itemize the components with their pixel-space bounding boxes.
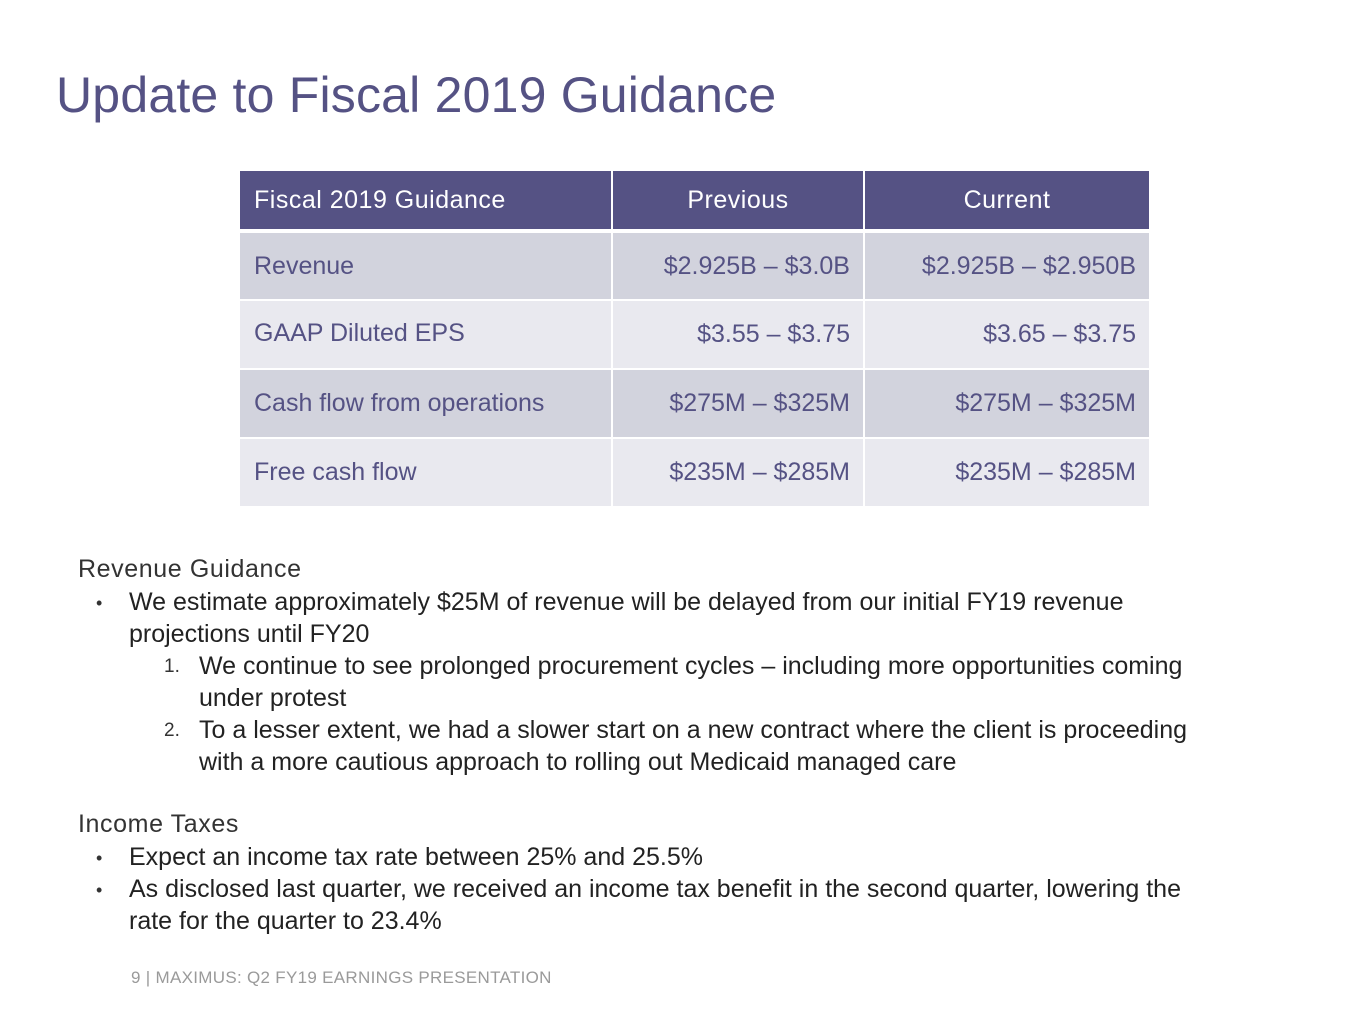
revenue-bullet-line: We estimate approximately $25M of revenu… — [129, 588, 1124, 616]
row-previous: $275M – $325M — [612, 369, 865, 439]
row-current: $235M – $285M — [864, 438, 1149, 508]
bullet-marker: • — [96, 880, 103, 900]
footer: 9 | MAXIMUS: Q2 FY19 EARNINGS PRESENTATI… — [131, 968, 552, 987]
tax-bullet-line: rate for the quarter to 23.4% — [129, 907, 442, 935]
bullet-marker: • — [96, 593, 103, 613]
bullet-marker: • — [96, 848, 103, 868]
header-guidance: Fiscal 2019 Guidance — [240, 171, 613, 233]
row-label: Free cash flow — [240, 438, 613, 508]
row-current: $275M – $325M — [864, 369, 1149, 439]
row-previous: $3.55 – $3.75 — [612, 300, 865, 370]
tax-bullet-line: Expect an income tax rate between 25% an… — [129, 843, 703, 871]
table-header-row: Fiscal 2019 Guidance Previous Current — [240, 171, 1149, 233]
row-label: Revenue — [240, 231, 613, 301]
revenue-guidance-heading: Revenue Guidance — [78, 555, 302, 583]
numbered-marker: 2. — [164, 720, 180, 741]
tax-bullet-line: As disclosed last quarter, we received a… — [129, 875, 1181, 903]
table-row-free-cash-flow: Free cash flow $235M – $285M $235M – $28… — [240, 438, 1149, 508]
page-title: Update to Fiscal 2019 Guidance — [56, 67, 777, 123]
numbered-item-line: To a lesser extent, we had a slower star… — [199, 716, 1188, 744]
table-row-eps: GAAP Diluted EPS $3.55 – $3.75 $3.65 – $… — [240, 300, 1149, 370]
row-current: $3.65 – $3.75 — [864, 300, 1149, 370]
revenue-bullet-line: projections until FY20 — [129, 620, 370, 648]
numbered-marker: 1. — [164, 656, 180, 677]
table-row-revenue: Revenue $2.925B – $3.0B $2.925B – $2.950… — [240, 231, 1149, 301]
header-previous: Previous — [612, 171, 865, 233]
table-row-cash-flow-operations: Cash flow from operations $275M – $325M … — [240, 369, 1149, 439]
header-current: Current — [864, 171, 1149, 233]
row-current: $2.925B – $2.950B — [864, 231, 1149, 301]
income-taxes-heading: Income Taxes — [78, 810, 239, 838]
row-previous: $235M – $285M — [612, 438, 865, 508]
numbered-item-line: We continue to see prolonged procurement… — [199, 652, 1183, 680]
guidance-table: Fiscal 2019 Guidance Previous Current Re… — [240, 171, 1149, 508]
row-label: Cash flow from operations — [240, 369, 613, 439]
row-label: GAAP Diluted EPS — [240, 300, 613, 370]
row-previous: $2.925B – $3.0B — [612, 231, 865, 301]
numbered-item-line: under protest — [199, 684, 347, 712]
numbered-item-line: with a more cautious approach to rolling… — [199, 748, 957, 776]
